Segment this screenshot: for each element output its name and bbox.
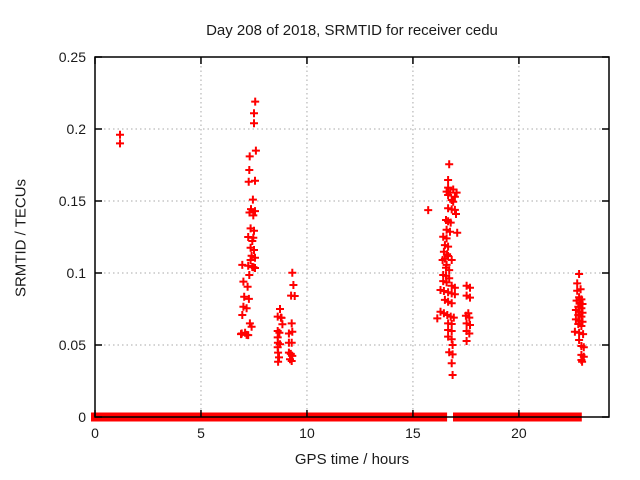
- x-tick-label: 5: [197, 425, 205, 441]
- data-points: [116, 97, 588, 379]
- y-tick-label: 0.15: [59, 193, 86, 209]
- y-tick-label: 0.25: [59, 49, 86, 65]
- x-tick-label: 10: [299, 425, 315, 441]
- y-tick-label: 0: [78, 409, 86, 425]
- plot-border: [94, 56, 610, 418]
- x-tick-label: 15: [405, 425, 421, 441]
- x-tick-label: 20: [511, 425, 527, 441]
- y-tick-label: 0.2: [67, 121, 87, 137]
- y-axis-label: SRMTID / TECUs: [12, 178, 30, 298]
- chart-title: Day 208 of 2018, SRMTID for receiver ced…: [206, 22, 498, 39]
- y-tick-label: 0.05: [59, 337, 86, 353]
- y-tick-label: 0.1: [67, 265, 87, 281]
- x-tick-label: 0: [91, 425, 99, 441]
- x-axis-label: GPS time / hours: [294, 451, 410, 468]
